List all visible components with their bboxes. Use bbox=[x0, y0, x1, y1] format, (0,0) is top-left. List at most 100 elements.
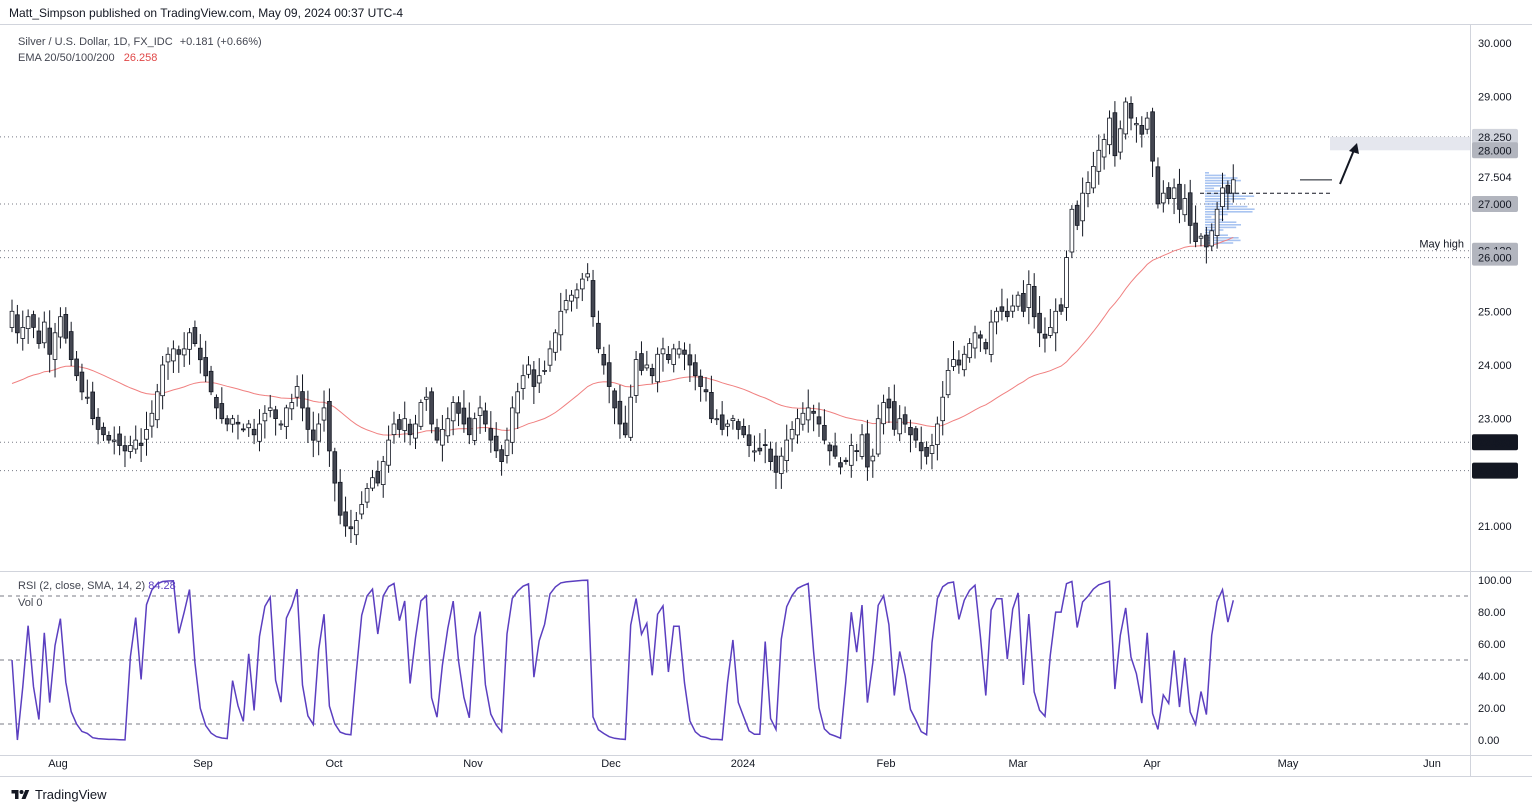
candle-body bbox=[25, 316, 31, 330]
candle-body bbox=[1123, 101, 1129, 135]
candle-body bbox=[154, 391, 160, 421]
may-high-label: May high bbox=[1419, 239, 1464, 251]
rsi-tick-label: 80.00 bbox=[1478, 607, 1506, 619]
candle-body bbox=[332, 451, 338, 484]
candle-body bbox=[122, 445, 128, 452]
candle-body bbox=[1107, 117, 1112, 146]
candle-body bbox=[348, 526, 354, 530]
candle-body bbox=[117, 433, 122, 446]
candle-body bbox=[9, 310, 15, 328]
candle-body bbox=[483, 410, 488, 425]
candle-body bbox=[165, 353, 171, 363]
candle-body bbox=[811, 410, 816, 414]
price-badge bbox=[1472, 128, 1518, 145]
price-badge-label: 26.000 bbox=[1478, 253, 1512, 265]
candle-body bbox=[267, 407, 273, 411]
candle-body bbox=[176, 349, 182, 355]
rsi-tick-label: 40.00 bbox=[1478, 671, 1506, 683]
candle-body bbox=[935, 423, 940, 446]
candle-body bbox=[768, 448, 773, 463]
candle-body bbox=[450, 402, 456, 422]
candle-body bbox=[1214, 208, 1220, 237]
candle-body bbox=[461, 407, 467, 425]
candle-body bbox=[590, 280, 596, 318]
candle-body bbox=[832, 445, 838, 457]
candle-body bbox=[440, 428, 445, 446]
volume-profile-bar bbox=[1205, 216, 1212, 218]
price-axis[interactable]: 21.00022.00023.00024.00025.00026.00027.0… bbox=[1478, 38, 1512, 533]
candle-body bbox=[466, 417, 472, 436]
candle-body bbox=[1182, 198, 1188, 216]
candle-body bbox=[520, 375, 526, 389]
candle-body bbox=[784, 439, 789, 462]
candle-body bbox=[897, 418, 902, 435]
candle-body bbox=[138, 442, 144, 446]
target-zone bbox=[1330, 136, 1470, 151]
volume-profile-bar bbox=[1205, 172, 1209, 174]
candle-body bbox=[1187, 192, 1193, 226]
volume-profile-bar bbox=[1205, 174, 1226, 177]
vol-legend[interactable]: Vol 0 bbox=[18, 597, 42, 609]
candle-body bbox=[224, 418, 230, 425]
candle-body bbox=[1134, 123, 1139, 126]
candle-body bbox=[881, 402, 886, 425]
symbol-legend[interactable]: Silver / U.S. Dollar, 1D, FX_IDC +0.181 … bbox=[18, 36, 262, 48]
candle-body bbox=[596, 322, 601, 350]
candle-body bbox=[300, 391, 305, 409]
candle-body bbox=[397, 419, 402, 430]
candle-body bbox=[682, 349, 687, 355]
candle-body bbox=[106, 434, 112, 441]
candle-body bbox=[601, 353, 607, 366]
time-tick-label: 2024 bbox=[731, 758, 755, 770]
candle-body bbox=[370, 477, 375, 489]
candle-body bbox=[687, 354, 693, 366]
candle-body bbox=[698, 375, 703, 387]
candle-body bbox=[859, 434, 865, 457]
candle-body bbox=[709, 391, 714, 420]
candle-body bbox=[187, 332, 192, 350]
volume-profile-bar bbox=[1205, 198, 1246, 200]
ema-legend[interactable]: EMA 20/50/100/200 26.258 bbox=[18, 52, 157, 64]
arrow-line bbox=[1339, 149, 1355, 185]
vol-label: Vol bbox=[18, 597, 34, 609]
price-badge-label: 27.504 bbox=[1478, 172, 1512, 184]
candle-body bbox=[1010, 305, 1015, 312]
volume-profile-bar bbox=[1205, 239, 1241, 242]
candle-body bbox=[289, 402, 295, 410]
price-tick-label: 25.000 bbox=[1478, 306, 1512, 318]
candle-body bbox=[214, 396, 219, 409]
volume-profile-bar bbox=[1205, 195, 1255, 197]
candle-body bbox=[988, 321, 994, 355]
price-badge-label: 28.000 bbox=[1478, 145, 1512, 157]
candle-body bbox=[343, 511, 348, 527]
volume-profile-bar bbox=[1205, 185, 1222, 187]
time-axis[interactable]: Aug Sep Oct Nov Dec 2024 Feb Mar Apr May Jun bbox=[48, 758, 1441, 770]
candle-body bbox=[800, 412, 806, 425]
candle-body bbox=[892, 401, 897, 430]
candle-body bbox=[273, 409, 278, 419]
price-badge bbox=[1472, 195, 1518, 212]
rsi-legend[interactable]: RSI (2, close, SMA, 14, 2) 84.28 bbox=[18, 580, 176, 592]
candle-body bbox=[413, 423, 418, 439]
candle-body bbox=[1085, 182, 1091, 195]
candle-body bbox=[526, 364, 531, 375]
candle-body bbox=[429, 391, 434, 425]
ema-label: EMA 20/50/100/200 bbox=[18, 52, 115, 64]
volume-profile-bar bbox=[1205, 211, 1253, 213]
candle-body bbox=[655, 353, 660, 383]
candle-body bbox=[752, 450, 757, 453]
candle-body bbox=[192, 327, 198, 345]
candle-body bbox=[1177, 183, 1182, 210]
candle-body bbox=[1015, 294, 1021, 307]
candle-body bbox=[1198, 235, 1204, 239]
brand-name: TradingView bbox=[35, 787, 107, 802]
candle-body bbox=[434, 427, 440, 441]
tradingview-brand[interactable]: TradingView bbox=[11, 787, 107, 802]
candle-body bbox=[181, 348, 187, 356]
rsi-tick-label: 100.00 bbox=[1478, 575, 1512, 587]
price-badge-label: 22.032 bbox=[1478, 466, 1512, 478]
candle-body bbox=[865, 433, 870, 468]
price-tick-label: 30.000 bbox=[1478, 38, 1512, 50]
tradingview-logo-icon bbox=[11, 789, 30, 799]
candle-body bbox=[542, 369, 547, 372]
